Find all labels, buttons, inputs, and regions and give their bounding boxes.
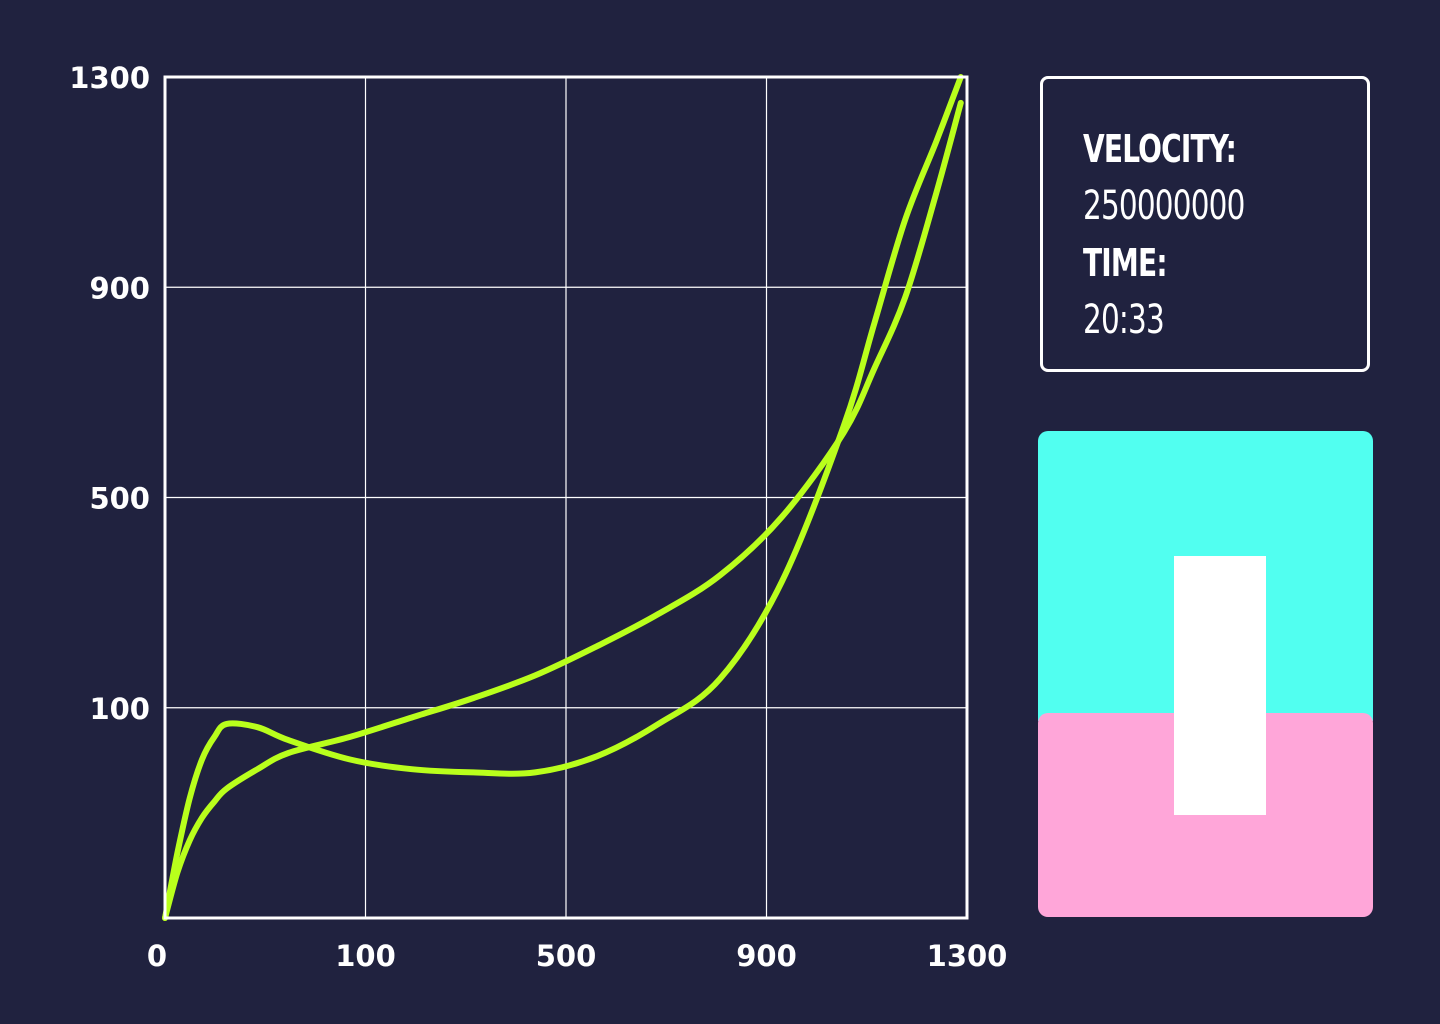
tick-labels: 0 100 500 900 1300 1300 900 500 100: [69, 61, 1007, 973]
x-tick-label: 900: [736, 939, 797, 973]
time-value: 20:33: [1083, 297, 1165, 343]
x-tick-label: 0: [147, 939, 167, 973]
grid: [165, 77, 967, 918]
y-tick-label: 900: [89, 271, 150, 305]
plot-frame: [163, 75, 969, 920]
level-indicator: [1038, 431, 1373, 917]
y-tick-label: 500: [89, 482, 150, 516]
x-tick-label: 1300: [927, 939, 1008, 973]
series-line-2: [162, 99, 964, 921]
velocity-label: VELOCITY:: [1083, 127, 1237, 171]
readout-panel: VELOCITY: 250000000 TIME: 20:33: [1040, 76, 1370, 372]
line-chart: 0 100 500 900 1300 1300 900 500 100: [69, 61, 1007, 973]
x-tick-label: 100: [335, 939, 396, 973]
velocity-value: 250000000: [1083, 183, 1245, 229]
time-label: TIME:: [1083, 241, 1168, 285]
x-tick-label: 500: [536, 939, 597, 973]
y-tick-label: 100: [89, 692, 150, 726]
indicator-level-bar: [1174, 556, 1266, 815]
series-group: [162, 74, 964, 921]
y-tick-label: 1300: [69, 61, 150, 95]
series-line-1: [162, 74, 964, 921]
